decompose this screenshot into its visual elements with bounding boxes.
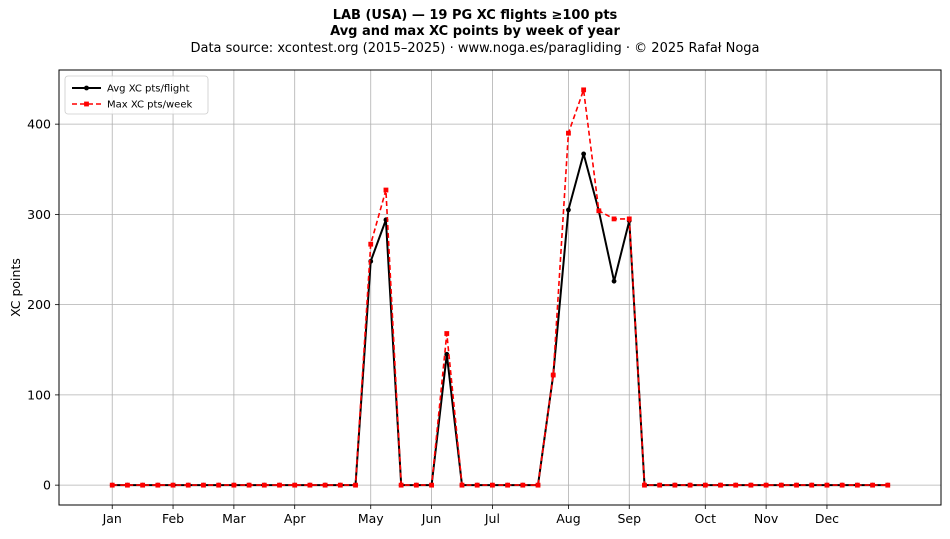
data-point [444,331,450,336]
data-point [429,482,434,488]
data-point [307,482,313,488]
data-point [672,482,678,488]
y-axis-label: XC points [8,258,23,317]
data-point [657,482,663,488]
data-point [718,482,723,488]
data-point [231,482,237,488]
series-line [112,152,888,487]
data-point [550,372,556,378]
data-point [794,482,799,488]
data-point [474,482,480,488]
data-point [398,482,404,488]
data-point [292,482,298,488]
data-point [611,216,617,222]
data-point [611,278,617,284]
x-axis: Jan Feb Mar Apr May Jun Jul Aug Sep Oct Nov Dec [102,505,839,526]
data-point [581,87,587,93]
data-point [824,482,830,488]
data-point [839,482,845,488]
x-tick-label: Sep [617,511,641,526]
chart-subtitle: Avg and max XC points by week of year [330,24,620,39]
data-point [109,482,115,488]
data-point [642,482,647,488]
x-tick-label: Dec [815,511,839,526]
data-point [596,208,602,214]
data-point [505,482,511,488]
data-point [535,482,541,488]
data-point [353,482,358,488]
data-point [626,216,632,222]
data-point [261,482,267,488]
data-point [246,482,252,488]
x-tick-label: Jul [484,511,500,526]
data-point [201,482,206,488]
data-point [337,482,343,488]
grid [59,70,941,505]
data-point [885,482,891,488]
chart-title-block: LAB (USA) — 19 PG XC flights ≥100 pts Av… [0,8,950,57]
x-tick-label: Mar [222,511,246,526]
y-tick-label: 100 [27,387,51,402]
data-point [444,351,450,357]
x-tick-label: Aug [556,511,580,526]
data-point [277,482,282,488]
chart-source-line: Data source: xcontest.org (2015–2025) · … [190,41,760,56]
y-axis: 0 100 200 300 400 [27,117,59,493]
data-point [763,482,769,488]
data-point [809,482,815,488]
data-point [459,482,465,488]
x-tick-label: Nov [754,511,779,526]
data-point [155,482,161,488]
x-tick-label: May [358,511,384,526]
legend-label: Max XC pts/week [107,100,192,111]
x-tick-label: Oct [694,511,716,526]
data-point [170,482,176,488]
data-point [748,482,754,488]
data-point [566,130,571,136]
data-point [566,207,571,213]
data-point [733,482,739,488]
data-point [140,482,146,488]
series-2 [109,87,891,488]
legend-swatch-marker [84,85,89,91]
x-tick-label: Jun [421,511,442,526]
legend: Avg XC pts/flight Max XC pts/week [64,75,209,115]
data-point [687,482,693,488]
data-point [322,482,328,488]
legend-swatch-marker [84,101,89,107]
data-point [854,482,860,488]
data-point [216,482,222,488]
data-point [778,482,784,488]
series-line [112,89,888,486]
y-tick-label: 0 [43,478,51,493]
plot-frame [58,69,942,506]
data-point [383,187,389,193]
data-point [185,482,191,488]
data-point [870,482,875,488]
y-tick-label: 400 [27,117,51,132]
data-point [520,482,526,488]
data-point [368,241,374,247]
data-point [489,482,495,488]
chart-title: LAB (USA) — 19 PG XC flights ≥100 pts [332,8,618,23]
data-point [702,482,708,488]
series-1 [109,151,891,488]
series [109,87,891,488]
data-point [581,151,587,157]
x-tick-label: Apr [284,511,306,526]
x-tick-label: Jan [102,511,122,526]
y-tick-label: 300 [27,207,51,222]
y-tick-label: 200 [27,297,51,312]
data-point [413,482,419,488]
data-point [125,482,130,488]
x-tick-label: Feb [162,511,184,526]
legend-label: Avg XC pts/flight [107,84,190,95]
